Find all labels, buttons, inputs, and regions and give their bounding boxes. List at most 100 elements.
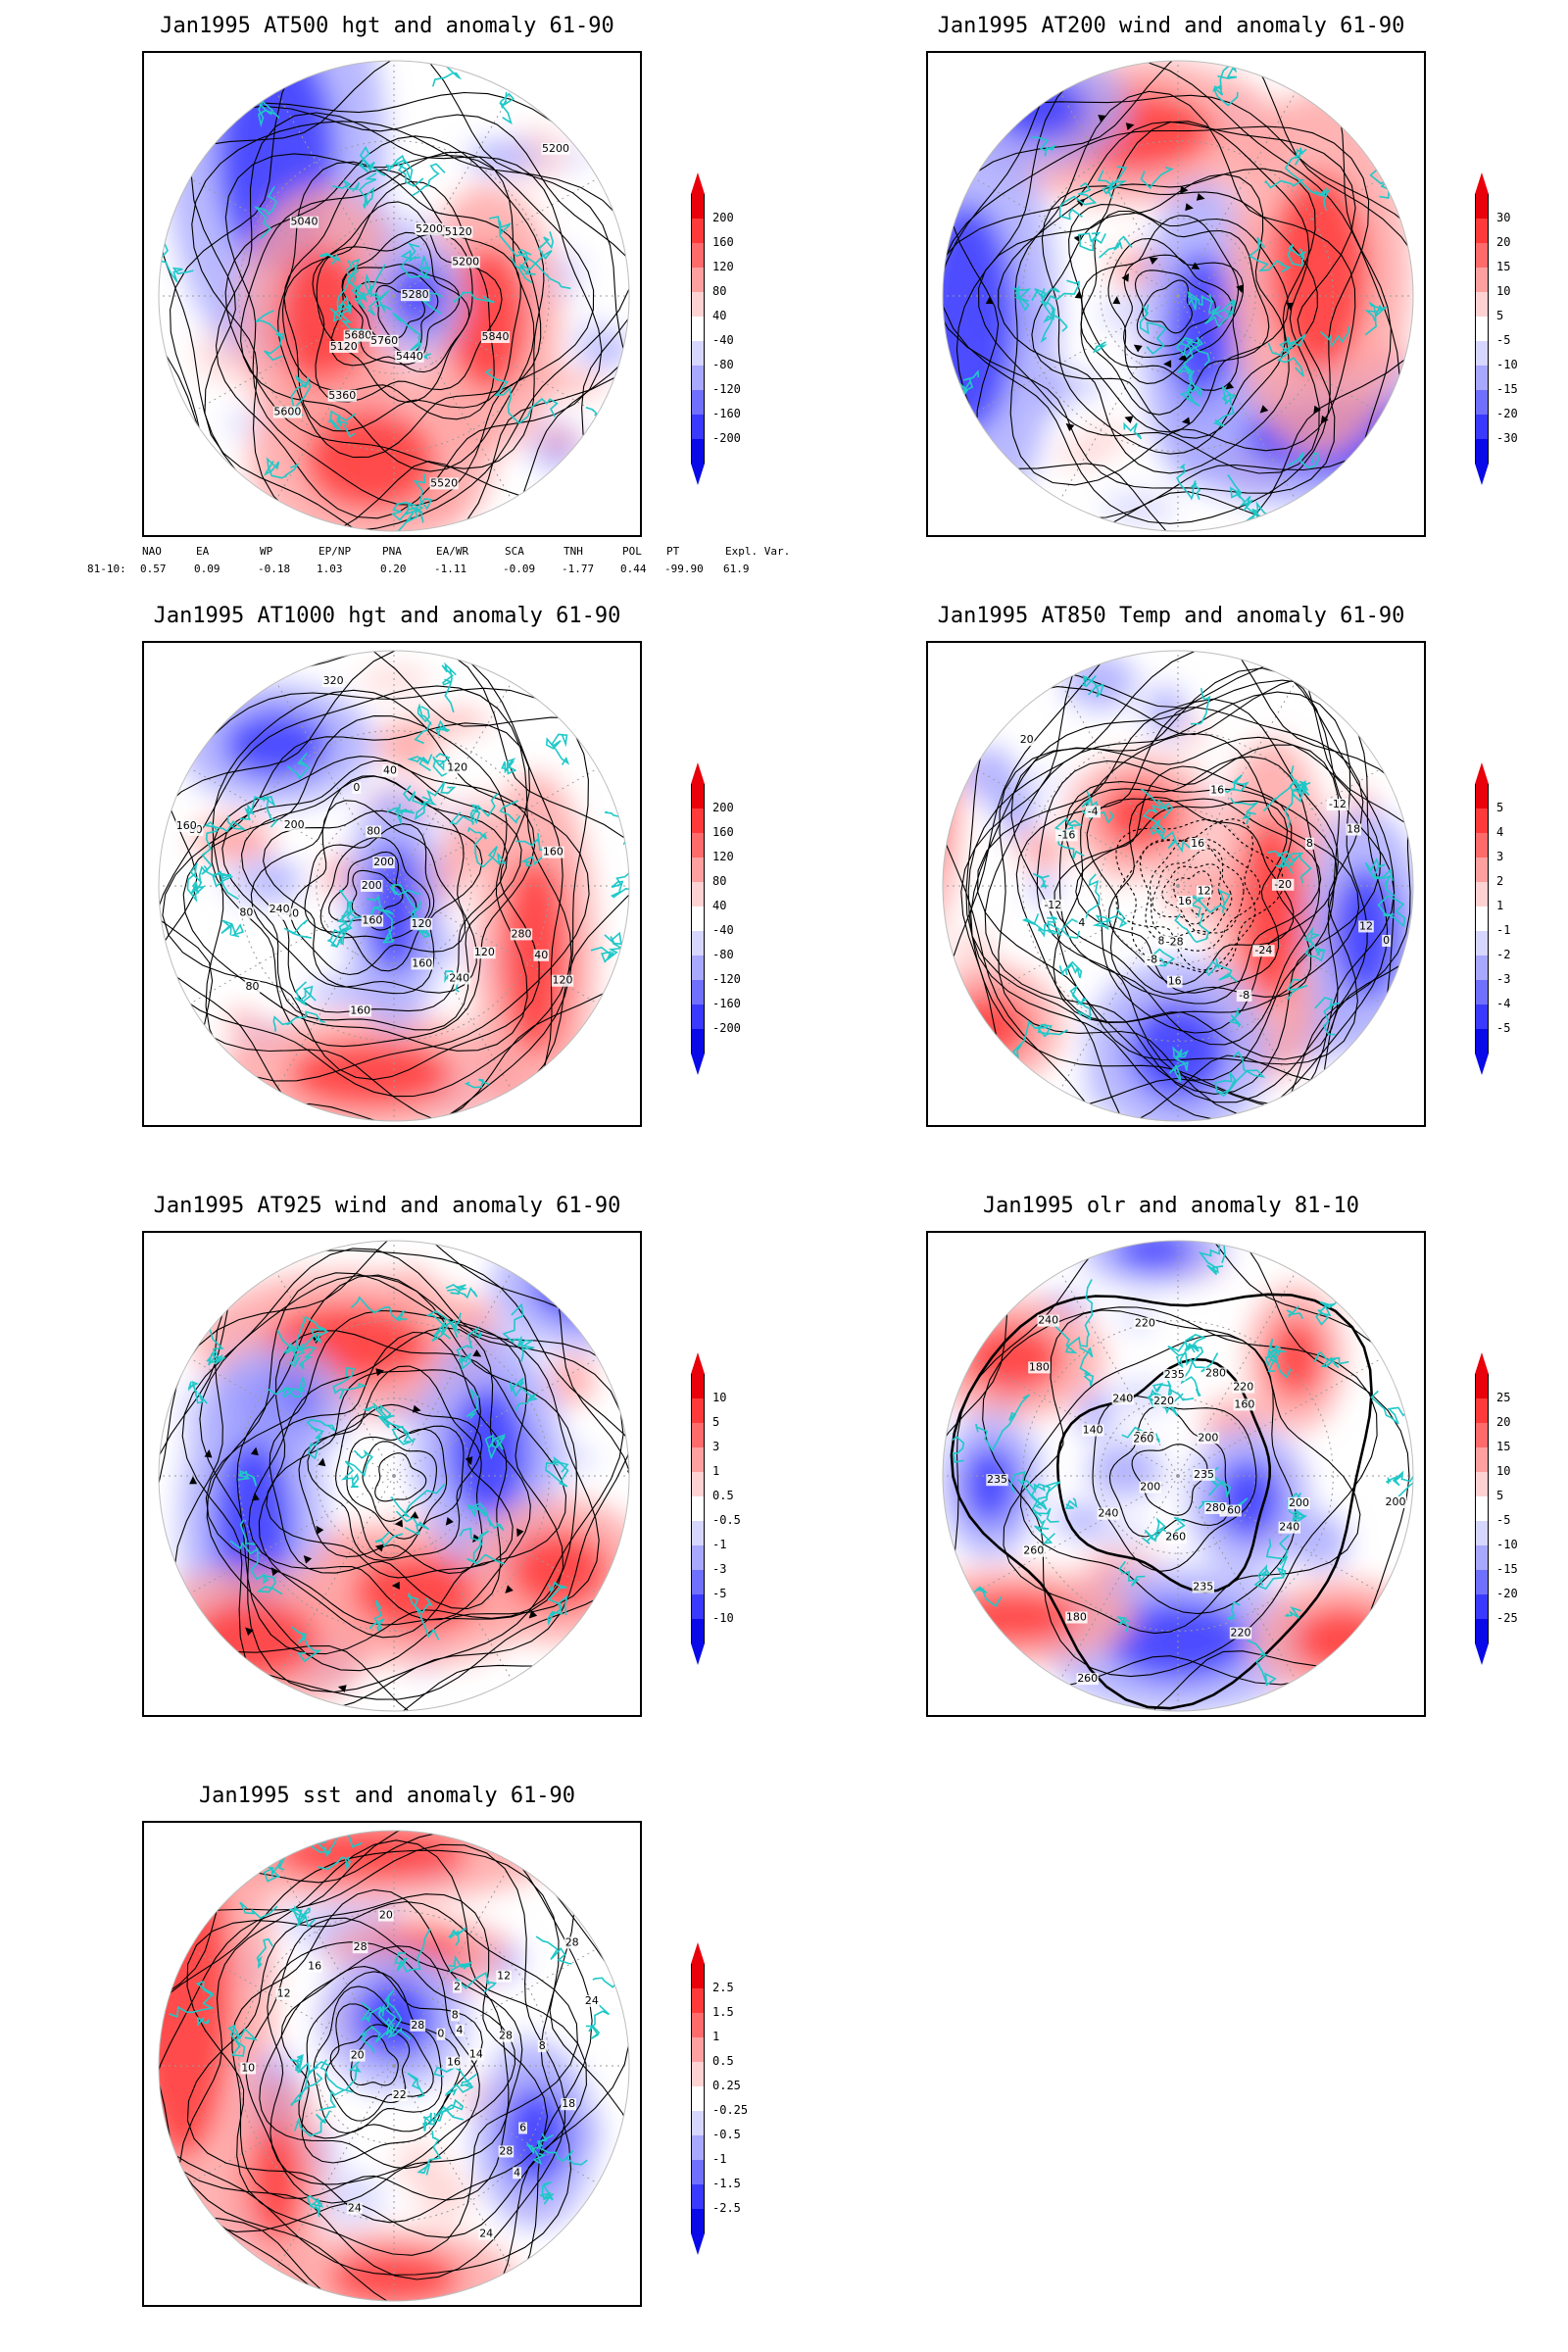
contour-label-bg — [1111, 1393, 1134, 1405]
coastline — [1227, 474, 1246, 503]
coastlines — [169, 1831, 629, 2218]
coastline — [1039, 300, 1068, 343]
contour-line — [1134, 270, 1216, 347]
contour-label-bg — [411, 957, 433, 970]
contour-label: 18 — [562, 2097, 575, 2110]
flow-arrow — [1065, 422, 1075, 432]
coastline — [1069, 985, 1092, 1021]
index-value: -1.11 — [434, 563, 467, 575]
flow-arrow — [245, 1627, 254, 1636]
contour-line — [159, 1843, 566, 2280]
contour-label-bg — [1077, 916, 1087, 929]
contour-label: 235 — [1193, 1580, 1213, 1592]
contour-label-bg — [343, 329, 372, 342]
coastline — [1079, 1347, 1095, 1387]
contour-label-bg — [453, 1981, 462, 1993]
streamline-arrows — [189, 1336, 629, 1692]
contour-label-bg — [1018, 734, 1035, 747]
contour-label: 280 — [1205, 1501, 1226, 1514]
coastline — [276, 1329, 306, 1368]
coastline — [362, 1403, 395, 1426]
contour-label: 4 — [457, 2024, 464, 2036]
coastline — [286, 753, 311, 780]
coastline — [386, 803, 416, 826]
coastline — [498, 91, 514, 125]
contour-label: 12 — [497, 1970, 511, 1983]
coastline — [332, 1366, 368, 1399]
contour-line — [1092, 1395, 1257, 1572]
contour-label-bg — [361, 880, 383, 892]
scale-arrow-down — [1475, 1643, 1489, 1665]
scale-segment — [1475, 784, 1489, 808]
scale-label: -200 — [712, 1021, 741, 1035]
scale-label: -5 — [1496, 1021, 1511, 1035]
scale-segment — [1475, 1594, 1489, 1619]
contour-line — [1068, 204, 1290, 433]
coastline — [590, 931, 625, 963]
contour-label: -4 — [1088, 805, 1099, 817]
scale-segment — [691, 2209, 705, 2233]
contour-label: 5200 — [542, 142, 569, 155]
contour-label: 200 — [1289, 1496, 1309, 1509]
map-edge — [158, 1240, 630, 1712]
contour-line — [280, 1966, 483, 2164]
contour-label-bg — [1358, 920, 1374, 933]
contour-label-bg — [1132, 1433, 1154, 1446]
scale-segment — [691, 882, 705, 906]
contour-line — [324, 2003, 434, 2122]
contour-label-layer: 80120160-4040080120160200160120804024020… — [175, 674, 574, 1017]
contour-label: 200 — [1386, 1495, 1406, 1508]
flow-arrow — [250, 1446, 259, 1456]
anomaly-patch — [578, 317, 611, 344]
scale-label: -200 — [712, 431, 741, 445]
scale-label: -5 — [712, 1587, 727, 1600]
scale-segment — [691, 858, 705, 882]
contour-label: 16 — [447, 2056, 461, 2069]
coastline — [367, 895, 395, 944]
anomaly-patch — [376, 719, 439, 770]
coastline — [187, 1380, 209, 1404]
coastline — [1386, 1470, 1413, 1497]
coastline — [1228, 1007, 1243, 1028]
coastline — [1264, 1338, 1287, 1368]
scale-segment — [691, 833, 705, 858]
contour-label: 235 — [1194, 1468, 1214, 1481]
coastline — [350, 1296, 408, 1322]
contour-label: 5040 — [291, 216, 318, 228]
anomaly-patch — [1038, 376, 1103, 396]
contour-label-bg — [498, 2030, 514, 2042]
coastline — [1212, 61, 1239, 107]
coastline — [318, 1855, 352, 1872]
contour-label: 16 — [1191, 837, 1204, 850]
contour-label: 0 — [1383, 934, 1390, 947]
anomaly-core — [928, 710, 943, 874]
contour-line — [281, 180, 495, 420]
map-frame — [926, 51, 1426, 537]
contour-line — [159, 1241, 629, 1711]
coastline — [390, 1483, 446, 1518]
coastline — [459, 1527, 506, 1565]
contour-label-bg — [1326, 799, 1349, 810]
coastline — [1377, 895, 1406, 928]
coastline — [1174, 913, 1210, 944]
flow-arrow — [1313, 405, 1322, 415]
contour-line — [178, 1839, 587, 2238]
contour-line — [231, 1888, 523, 2201]
coastline — [1032, 136, 1056, 157]
flow-arrow — [611, 1589, 618, 1598]
coastline — [412, 163, 446, 197]
contour-label: 40 — [534, 949, 548, 961]
scale-segment — [1475, 317, 1489, 341]
scale-label: 30 — [1496, 211, 1511, 224]
contour-label: 80 — [367, 825, 380, 838]
coastline — [1151, 948, 1176, 967]
contour-label: 320 — [323, 674, 344, 687]
contour-line — [304, 823, 435, 972]
contour-label-bg — [1156, 935, 1166, 948]
coastline — [346, 258, 361, 292]
scale-arrow-up — [691, 1942, 705, 1964]
coastline — [526, 2132, 548, 2166]
scale-segment — [691, 980, 705, 1004]
scale-label: -80 — [712, 358, 734, 371]
flow-arrow — [472, 1348, 482, 1357]
